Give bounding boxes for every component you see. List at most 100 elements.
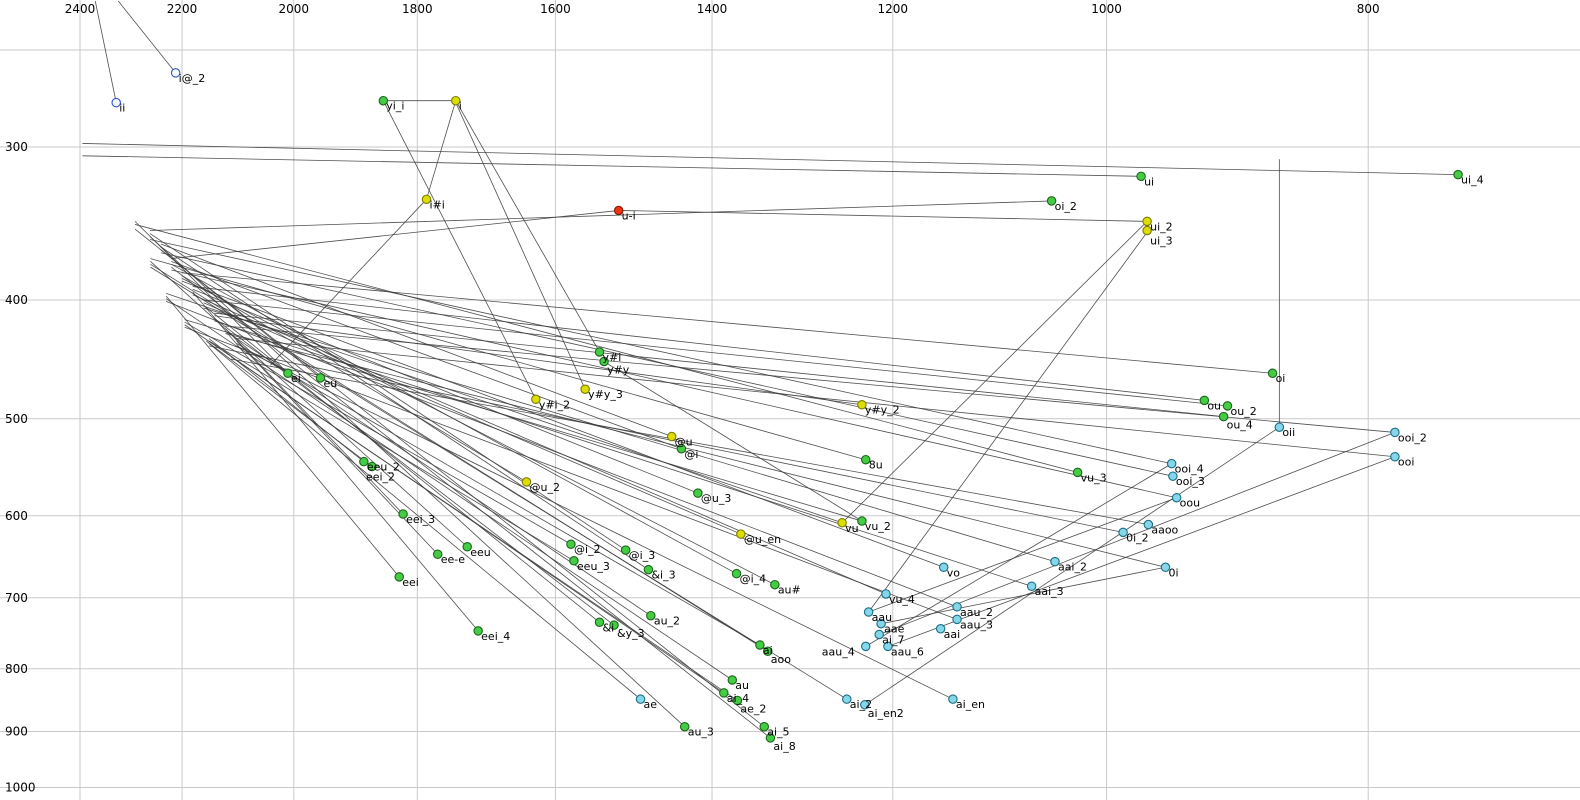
data-point-ai_2[interactable] <box>842 694 852 704</box>
data-point-ii[interactable] <box>111 97 121 108</box>
data-point-ou[interactable] <box>1199 395 1210 406</box>
data-point-eei_2[interactable] <box>367 461 377 472</box>
x-axis-tick-label: 1200 <box>878 2 909 16</box>
y-axis-tick-label: 700 <box>5 591 28 605</box>
data-point-au_2[interactable] <box>646 610 656 621</box>
data-point-u-i[interactable] <box>613 205 624 216</box>
point-label-y#i: y#i <box>603 351 622 364</box>
data-point-vo[interactable] <box>938 562 949 573</box>
point-label-ui_2: ui_2 <box>1150 220 1173 233</box>
point-label-eeu: eeu <box>470 546 491 559</box>
data-point-vu_2[interactable] <box>857 516 867 526</box>
trajectory-line <box>149 239 1172 465</box>
data-point-@i_4[interactable] <box>731 568 742 579</box>
data-point-0i[interactable] <box>1160 562 1171 573</box>
data-point-y#i[interactable] <box>594 347 605 357</box>
data-point-ai_4[interactable] <box>719 688 729 698</box>
data-point-@i_3[interactable] <box>620 545 631 555</box>
data-point-aai[interactable] <box>935 624 946 634</box>
data-point-ui_3[interactable] <box>1142 225 1152 236</box>
data-point-ooi_2[interactable] <box>1390 427 1400 438</box>
point-label-eu: eu <box>323 377 337 390</box>
data-point-ai_5[interactable] <box>759 721 770 732</box>
data-point-&i[interactable] <box>594 617 605 628</box>
data-point-ui_2[interactable] <box>1142 216 1152 227</box>
data-point-@i[interactable] <box>676 444 687 454</box>
data-point-i#i[interactable] <box>421 194 432 205</box>
y-axis-tick-label: 800 <box>5 662 28 676</box>
point-label-ui_3: ui_3 <box>1150 235 1173 248</box>
data-point-y#y_3[interactable] <box>580 384 590 394</box>
data-point-aaoo[interactable] <box>1143 519 1154 530</box>
trajectory-line <box>181 277 776 586</box>
data-point-vu_3[interactable] <box>1072 467 1083 478</box>
point-label-oii: oii <box>1282 426 1295 439</box>
data-point-ooi_3[interactable] <box>1168 471 1178 481</box>
data-point-ai_en[interactable] <box>948 694 958 704</box>
data-point-&y_3[interactable] <box>609 620 619 630</box>
data-point-i@_2[interactable] <box>170 68 181 78</box>
data-point-eeu_3[interactable] <box>569 556 579 566</box>
data-point-aau_6[interactable] <box>883 641 893 652</box>
point-label-aau_6: aau_6 <box>891 645 924 658</box>
data-point-ee-e[interactable] <box>432 549 443 559</box>
data-point-aau_3[interactable] <box>952 614 962 625</box>
data-point-ou_4[interactable] <box>1218 411 1229 422</box>
point-label-ai_en2: ai_en2 <box>868 707 904 720</box>
data-point-ae_2[interactable] <box>732 695 743 706</box>
data-point-ai[interactable] <box>755 640 765 650</box>
data-point-eei[interactable] <box>394 572 404 582</box>
data-point-aau_4[interactable] <box>860 641 871 652</box>
data-point-aau_2[interactable] <box>952 602 962 612</box>
data-point-eei_3[interactable] <box>398 509 408 519</box>
data-point-@u_en[interactable] <box>736 529 746 539</box>
data-point-oou[interactable] <box>1171 492 1182 503</box>
data-point-y#y[interactable] <box>599 356 609 367</box>
data-point-y#y_2[interactable] <box>857 399 867 410</box>
point-label-vu: vu <box>845 522 858 535</box>
data-point-aau[interactable] <box>863 607 874 617</box>
data-point-au#[interactable] <box>770 579 780 590</box>
data-point-@u_2[interactable] <box>521 477 532 487</box>
data-point-ui[interactable] <box>1136 171 1146 182</box>
data-point-vu_4[interactable] <box>881 589 891 599</box>
data-point-@u_3[interactable] <box>693 488 703 498</box>
data-point-oi[interactable] <box>1267 368 1278 378</box>
data-point-&i_3[interactable] <box>643 564 654 575</box>
trajectory-line <box>82 143 1459 176</box>
data-point-eeu_2[interactable] <box>359 456 369 467</box>
data-point-au[interactable] <box>727 675 738 685</box>
trajectory-line <box>181 275 527 483</box>
data-point-oi_2[interactable] <box>1046 196 1057 206</box>
data-point-oii[interactable] <box>1274 422 1285 432</box>
data-point-ai_7[interactable] <box>874 629 884 640</box>
point-label-au#: au# <box>778 584 801 597</box>
data-point-ei[interactable] <box>283 368 293 378</box>
data-point-@i_2[interactable] <box>566 539 576 549</box>
data-point-ooi[interactable] <box>1390 451 1400 462</box>
x-axis-tick-label: 1000 <box>1091 2 1122 16</box>
data-point-@u[interactable] <box>666 431 677 442</box>
data-point-8u[interactable] <box>860 454 871 465</box>
data-point-0i_2[interactable] <box>1118 527 1128 538</box>
data-point-eei_4[interactable] <box>473 626 483 636</box>
data-point-aai_3[interactable] <box>1026 581 1037 591</box>
data-point-vu[interactable] <box>837 518 847 528</box>
data-point-ae[interactable] <box>635 694 646 704</box>
data-point-ai_en2[interactable] <box>860 700 870 710</box>
data-point-aoo[interactable] <box>763 646 773 656</box>
data-point-aae[interactable] <box>876 618 886 629</box>
data-point-ai_8[interactable] <box>765 733 776 743</box>
data-point-ou_2[interactable] <box>1222 401 1233 411</box>
trajectory-line <box>160 243 672 437</box>
data-point-au_3[interactable] <box>679 721 690 732</box>
point-label-@i_2: @i_2 <box>574 543 601 556</box>
data-point-eu[interactable] <box>315 373 326 383</box>
data-point-ui_4[interactable] <box>1453 169 1463 180</box>
data-point-eeu[interactable] <box>462 542 472 552</box>
data-point-aai_2[interactable] <box>1050 556 1060 567</box>
data-point-ooi_4[interactable] <box>1166 458 1177 469</box>
data-point-i[interactable] <box>450 95 461 106</box>
data-point-y#i_2[interactable] <box>531 394 541 405</box>
data-point-yi_i[interactable] <box>378 95 389 106</box>
